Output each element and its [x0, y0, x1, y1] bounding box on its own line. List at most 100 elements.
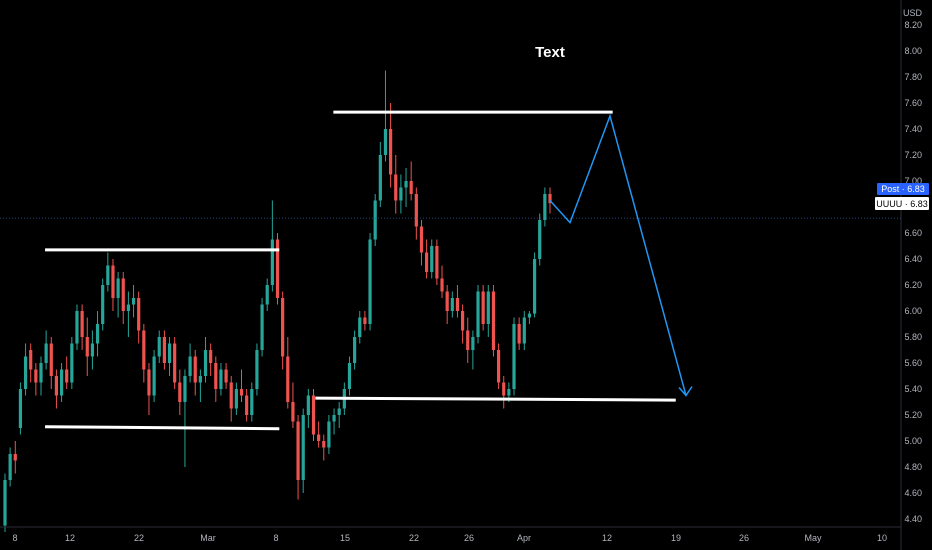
candle: [394, 155, 398, 214]
candle: [491, 285, 496, 357]
candle: [311, 389, 316, 441]
candle: [121, 272, 125, 324]
price-tick-label: 6.00: [904, 306, 922, 316]
candle: [111, 259, 115, 311]
chart-annotation-text: Text: [535, 44, 565, 61]
candle: [39, 356, 43, 396]
candle: [90, 330, 95, 370]
price-tick-label: 4.40: [904, 514, 922, 524]
time-tick-label: 12: [65, 533, 75, 543]
candle: [152, 350, 156, 402]
time-tick-label: 8: [12, 533, 17, 543]
candle: [239, 369, 244, 402]
candle: [347, 356, 352, 396]
projection-line[interactable]: [549, 113, 687, 396]
time-tick-label: Mar: [200, 533, 216, 543]
candle: [275, 233, 280, 305]
candle: [188, 343, 192, 383]
candle: [224, 363, 228, 389]
candle: [363, 311, 367, 331]
candle: [65, 356, 69, 389]
time-tick-label: Apr: [517, 533, 531, 543]
candle: [517, 317, 521, 350]
candle: [538, 213, 542, 266]
price-tick-label: 5.60: [904, 358, 922, 368]
level-line[interactable]: [315, 396, 676, 402]
candle: [116, 272, 120, 318]
candle: [75, 304, 79, 350]
candle: [455, 285, 460, 318]
candle: [471, 330, 475, 370]
candle: [291, 382, 295, 428]
candle: [214, 356, 218, 402]
candle: [476, 285, 480, 344]
candle: [337, 402, 341, 428]
time-tick-label: 26: [464, 533, 474, 543]
candle: [425, 239, 429, 279]
candle: [466, 317, 470, 363]
candle: [198, 369, 202, 402]
time-tick-label: 8: [273, 533, 278, 543]
candle: [167, 337, 172, 376]
candle: [404, 168, 408, 207]
candle: [250, 382, 254, 422]
candle: [23, 343, 28, 396]
candle: [378, 142, 382, 207]
candle: [445, 285, 449, 324]
candle: [317, 421, 321, 448]
candle: [301, 408, 305, 493]
candle: [29, 343, 33, 383]
candle: [332, 408, 336, 435]
candle: [183, 369, 187, 467]
candle: [358, 311, 362, 344]
candle: [353, 330, 357, 370]
candle: [399, 174, 403, 214]
candle: [219, 363, 223, 396]
price-tick-label: 5.80: [904, 332, 922, 342]
candle: [270, 200, 274, 292]
price-tick-label: 5.00: [904, 436, 922, 446]
price-tick-label: 8.20: [904, 20, 922, 30]
candle: [368, 233, 372, 331]
time-axis[interactable]: 8 12 22 Mar 8 15 22 26 Apr 12 19 26 May 10: [12, 533, 887, 543]
time-tick-label: 15: [340, 533, 350, 543]
candle: [85, 317, 89, 376]
candle: [203, 337, 208, 383]
price-tick-label: 4.60: [904, 488, 922, 498]
last-price-badge: UUUU · 6.83: [875, 197, 929, 210]
candle: [8, 447, 12, 487]
candle: [496, 343, 501, 389]
candle: [286, 337, 290, 409]
candle: [234, 382, 238, 415]
candle: [502, 376, 506, 409]
candle: [80, 304, 84, 350]
time-tick-label: May: [804, 533, 822, 543]
candle: [142, 324, 146, 383]
candle: [147, 363, 151, 415]
candle: [255, 343, 259, 396]
currency-label: USD: [903, 8, 923, 18]
candle: [260, 298, 264, 357]
level-line[interactable]: [45, 425, 280, 431]
candle: [101, 278, 105, 331]
candle: [245, 389, 249, 422]
candle: [419, 220, 424, 266]
price-tick-label: 5.20: [904, 410, 922, 420]
price-tick-label: 7.40: [904, 124, 922, 134]
candle: [481, 285, 485, 331]
price-tick-label: 4.80: [904, 462, 922, 472]
candle: [543, 187, 547, 227]
time-tick-label: 19: [671, 533, 681, 543]
price-tick-label: 5.40: [904, 384, 922, 394]
support-resistance-levels: [45, 110, 676, 431]
candle: [389, 103, 393, 188]
price-tick-label: 8.00: [904, 46, 922, 56]
candle: [527, 311, 532, 324]
candle: [486, 285, 490, 337]
price-badges: Post · 6.83 UUUU · 6.83: [0, 183, 929, 219]
candle: [327, 415, 331, 454]
time-tick-label: 22: [134, 533, 144, 543]
candle: [131, 285, 136, 318]
post-price-badge: Post · 6.83: [877, 183, 929, 195]
